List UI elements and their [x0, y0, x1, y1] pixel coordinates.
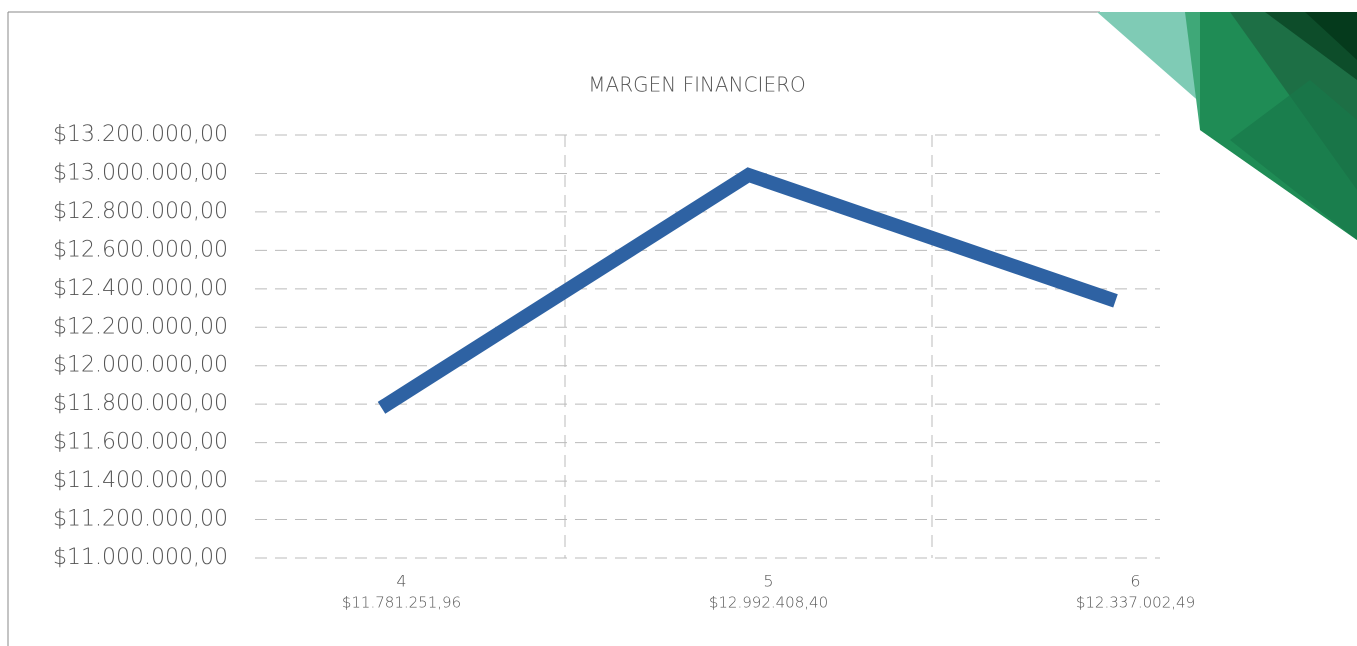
y-tick-label: $11.400.000,00 — [53, 468, 228, 493]
x-tick-label: 4 — [396, 572, 406, 591]
y-tick-label: $12.000.000,00 — [53, 353, 228, 378]
chart-title: MARGEN FINANCIERO — [588, 73, 805, 97]
x-tick-label: 6 — [1130, 572, 1140, 591]
y-tick-label: $12.400.000,00 — [53, 276, 228, 301]
data-label: $12.992.408,40 — [709, 594, 828, 612]
y-tick-label: $11.800.000,00 — [53, 391, 228, 416]
y-tick-label: $11.000.000,00 — [53, 545, 228, 570]
data-label: $12.337.002,49 — [1076, 594, 1195, 612]
y-tick-label: $11.600.000,00 — [53, 430, 228, 455]
decoration — [7, 11, 1357, 646]
y-tick-label: $11.200.000,00 — [53, 507, 228, 532]
data-label: $11.781.251,96 — [342, 594, 461, 612]
y-tick-label: $13.000.000,00 — [53, 160, 228, 185]
x-tick-label: 5 — [763, 572, 773, 591]
y-tick-label: $12.200.000,00 — [53, 314, 228, 339]
line — [377, 167, 1118, 414]
y-tick-label: $13.200.000,00 — [53, 122, 228, 147]
y-tick-label: $12.600.000,00 — [53, 237, 228, 262]
y-tick-label: $12.800.000,00 — [53, 199, 228, 224]
